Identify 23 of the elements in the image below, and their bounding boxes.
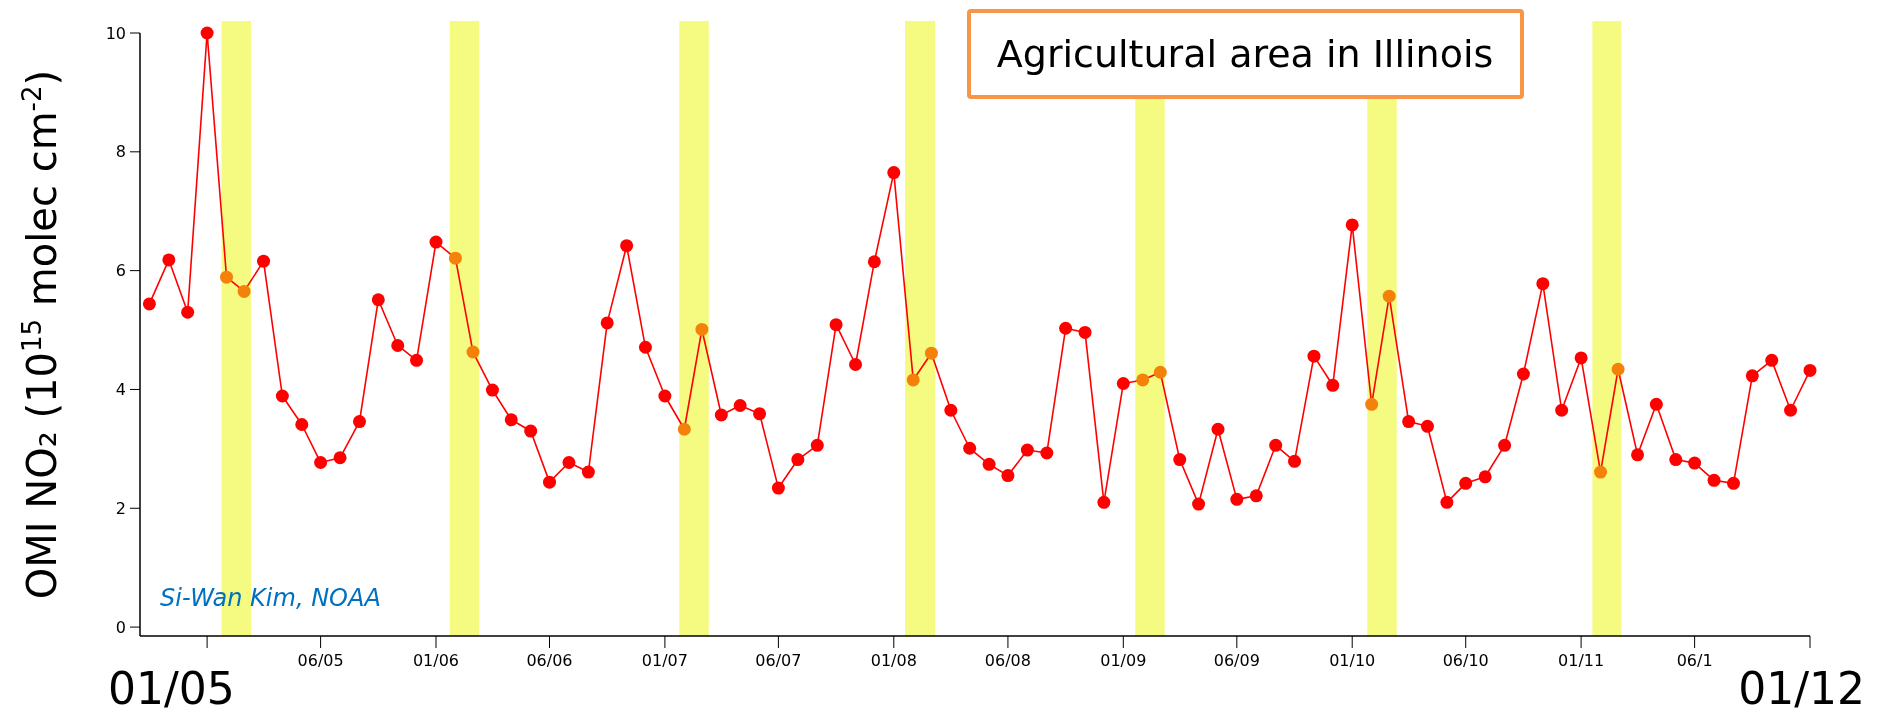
text: 01/12	[1738, 663, 1865, 714]
x-tick-label: 01/08	[870, 651, 917, 670]
text: 01/05	[108, 663, 235, 714]
x-tick-label: 06/08	[984, 651, 1031, 670]
y-tick-label: 2	[115, 498, 126, 518]
chart-title: Agricultural area in Illinois	[996, 32, 1494, 77]
x-tick-label: 01/10	[1329, 651, 1376, 670]
x-tick-label: 06/07	[755, 651, 802, 670]
x-tick-label: 06/1	[1676, 651, 1713, 670]
x-tick-label: 06/06	[526, 651, 573, 670]
x-tick-label: 01/06	[412, 651, 460, 670]
y-tick-label: 10	[105, 23, 126, 43]
y-tick-label: 4	[115, 380, 126, 400]
x-tick-label: 06/09	[1213, 651, 1260, 670]
x-tick-label: 01/11	[1558, 651, 1605, 670]
y-tick-label: 6	[115, 261, 126, 281]
x-tick-label: 06/10	[1442, 651, 1489, 670]
y-tick-label: 0	[115, 617, 126, 637]
y-tick-label: 8	[115, 142, 126, 162]
x-tick-label: 06/05	[297, 651, 344, 670]
x-tick-label: 01/09	[1100, 651, 1147, 670]
x-tick-label: 01/07	[641, 651, 688, 670]
annotation: Si-Wan Kim, NOAA	[160, 584, 381, 612]
